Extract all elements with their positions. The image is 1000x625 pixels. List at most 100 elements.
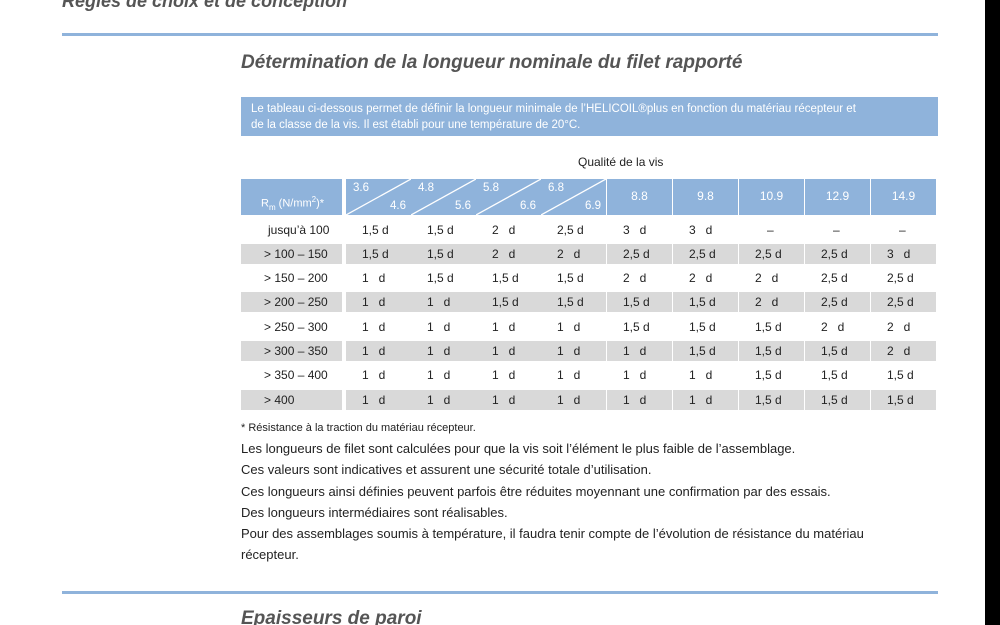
length-cell: 1,5 d xyxy=(689,320,716,334)
class-high: 6.6 xyxy=(520,200,536,212)
screw-class-header: 9.8 xyxy=(673,179,738,215)
length-cell: 1 d xyxy=(476,390,541,410)
rm-range-cell: > 200 – 250 xyxy=(241,292,342,312)
length-cell: 1,5 d xyxy=(739,390,804,410)
paragraph: Pour des assemblages soumis à températur… xyxy=(241,526,864,542)
paragraph: Ces longueurs ainsi définies peuvent par… xyxy=(241,483,831,499)
section-title: Détermination de la longueur nominale du… xyxy=(241,52,743,73)
length-cell: 1 d xyxy=(689,368,713,382)
paragraph: Les longueurs de filet sont calculées po… xyxy=(241,441,796,456)
length-cell: 1 d xyxy=(476,341,541,361)
length-cell: 3 d xyxy=(623,223,647,237)
length-cell: 1,5 d xyxy=(427,271,454,285)
table-caption: Qualité de la vis xyxy=(578,155,664,169)
length-cell: 1,5 d xyxy=(427,223,454,237)
divider-rule xyxy=(62,33,938,36)
intro-line-2: de la classe de la vis. Il est établi po… xyxy=(251,119,581,131)
length-cell: 1 d xyxy=(427,368,451,382)
length-cell: 2 d xyxy=(871,341,936,361)
intro-box: Le tableau ci-dessous permet de définir … xyxy=(241,97,938,136)
class-high: 6.9 xyxy=(585,200,601,212)
length-cell: 1,5 d xyxy=(755,368,782,382)
length-cell: 1 d xyxy=(362,271,386,285)
length-cell: 1,5 d xyxy=(623,320,650,334)
divider-rule xyxy=(62,591,938,594)
length-cell: 1 d xyxy=(411,292,476,312)
length-cell: 1,5 d xyxy=(871,390,936,410)
class-value: 9.8 xyxy=(697,189,714,203)
rm-range-cell: > 400 xyxy=(241,390,342,410)
body-text: Les longueurs de filet sont calculées po… xyxy=(241,438,938,566)
length-cell: 1 d xyxy=(346,292,411,312)
rm-header-cell: Rm (N/mm2)* xyxy=(241,179,342,215)
length-cell: 1 d xyxy=(362,320,386,334)
rm-rest: (N/mm xyxy=(275,197,312,210)
length-cell: 1 d xyxy=(362,368,386,382)
length-cell: – xyxy=(767,223,774,237)
length-cell: 2,5 d xyxy=(739,244,804,264)
length-cell: 2 d xyxy=(821,320,845,334)
length-cell: 1,5 d xyxy=(476,292,541,312)
screw-class-header: 10.9 xyxy=(739,179,804,215)
diagonal-divider xyxy=(476,179,541,215)
table-row: > 350 – 400 1 d 1 d 1 d 1 d 1 d 1 d 1,5 d 1,5 d 1… xyxy=(241,365,938,385)
length-cell: 1,5 d xyxy=(805,390,870,410)
class-low: 6.8 xyxy=(548,182,564,194)
table-row: jusqu’à 100 1,5 d 1,5 d 2 d 2,5 d 3 d 3 d – – – xyxy=(241,220,938,240)
length-cell: 1 d xyxy=(557,368,581,382)
length-cell: 1,5 d xyxy=(541,292,606,312)
length-cell: 2 d xyxy=(541,244,606,264)
length-cell: 1 d xyxy=(492,320,516,334)
length-cell: – xyxy=(833,223,840,237)
length-cell: 2,5 d xyxy=(673,244,738,264)
length-cell: 1,5 d xyxy=(557,271,584,285)
length-cell: 3 d xyxy=(871,244,936,264)
paragraph: Des longueurs intermédiaires sont réalis… xyxy=(241,504,508,520)
length-cell: 2,5 d xyxy=(607,244,672,264)
class-value: 8.8 xyxy=(631,189,648,203)
length-cell: 1 d xyxy=(541,390,606,410)
diagonal-divider xyxy=(541,179,606,215)
table-row: > 250 – 300 1 d 1 d 1 d 1 d 1,5 d 1,5 d 1,5 d 2 … xyxy=(241,317,938,337)
length-cell: 1,5 d xyxy=(607,292,672,312)
length-cell: 2,5 d xyxy=(805,292,870,312)
class-low: 3.6 xyxy=(353,182,369,194)
length-cell: 2 d xyxy=(739,292,804,312)
length-cell: 2,5 d xyxy=(805,244,870,264)
length-cell: 1,5 d xyxy=(739,341,804,361)
screw-class-header: 14.9 xyxy=(871,179,936,215)
rm-range-cell: > 150 – 200 xyxy=(264,271,328,285)
screw-class-header: 8.8 xyxy=(607,179,672,215)
rm-range-cell: > 300 – 350 xyxy=(241,341,342,361)
rm-main: R xyxy=(261,197,269,210)
rm-range-cell: > 250 – 300 xyxy=(264,320,328,334)
length-cell: 1 d xyxy=(411,341,476,361)
length-cell: 2,5 d xyxy=(871,292,936,312)
length-cell: 1 d xyxy=(673,390,738,410)
length-cell: 2 d xyxy=(623,271,647,285)
length-cell: 2,5 d xyxy=(557,223,584,237)
class-high: 5.6 xyxy=(455,200,471,212)
length-cell: 1 d xyxy=(411,390,476,410)
length-cell: 2 d xyxy=(476,244,541,264)
length-cell: – xyxy=(899,223,906,237)
length-cell: 1 d xyxy=(346,341,411,361)
paragraph: Ces valeurs sont indicatives et assurent… xyxy=(241,462,652,478)
footnote: * Résistance à la traction du matériau r… xyxy=(241,422,476,434)
screw-class-header: 4.8 5.6 xyxy=(411,179,476,215)
diagonal-divider xyxy=(346,179,411,215)
length-cell: 2 d xyxy=(755,271,779,285)
length-cell: 1,5 d xyxy=(887,368,914,382)
table-row: > 150 – 200 1 d 1,5 d 1,5 d 1,5 d 2 d 2 d 2 d 2,… xyxy=(241,268,938,288)
length-cell: 1 d xyxy=(346,390,411,410)
length-cell: 1,5 d xyxy=(673,292,738,312)
length-cell: 3 d xyxy=(689,223,713,237)
rm-header-label: Rm (N/mm2)* xyxy=(261,195,324,212)
length-cell: 1,5 d xyxy=(411,244,476,264)
rm-end: )* xyxy=(316,197,325,210)
